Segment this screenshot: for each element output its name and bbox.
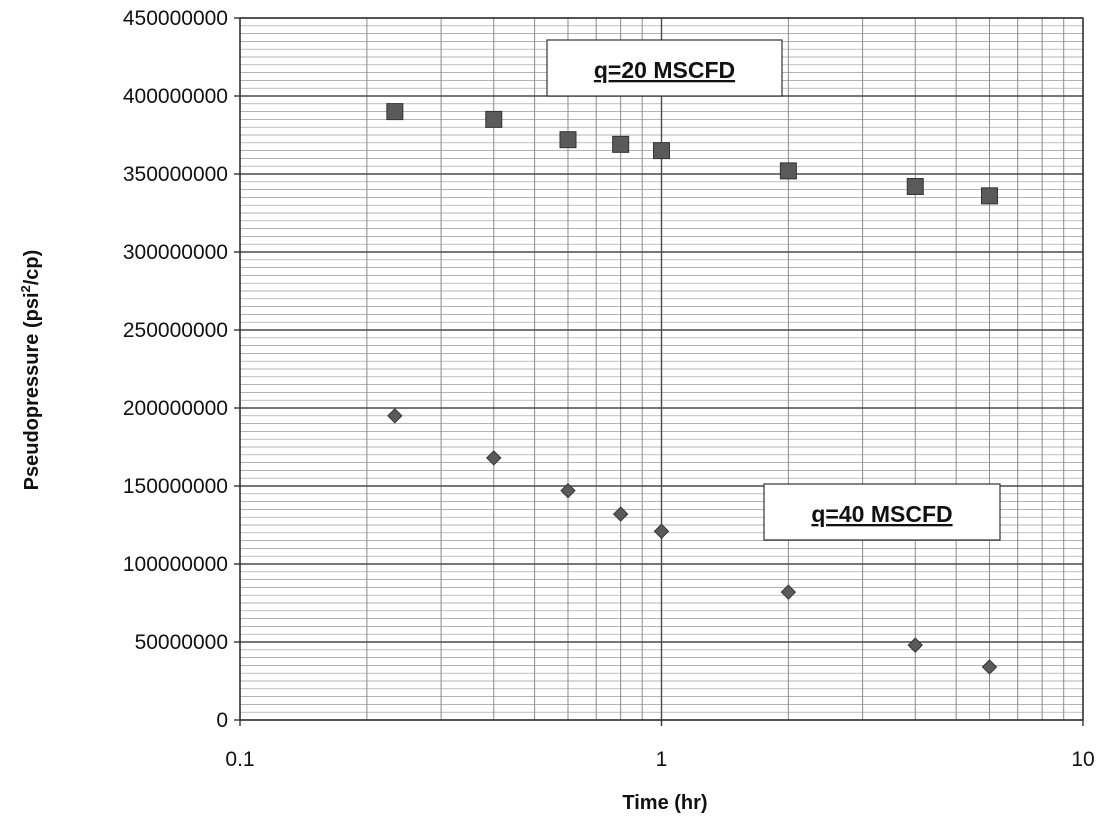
annotation-box [763,483,1001,541]
x-axis-title: Time (hr) [622,792,707,814]
data-point-q20 [485,110,503,128]
plot-frame [239,17,1084,721]
y-tick-label: 150000000 [123,475,228,498]
annotation-layer: q=20 MSCFD q=40 MSCFD [546,39,1001,541]
y-axis-title-main: Pseudopressure (psi [21,292,43,490]
data-point-q20 [779,162,797,180]
y-axis-title-superscript: 2 [18,285,33,292]
y-tick-label: 200000000 [123,397,228,420]
axes-layer: 0 50000000 100000000 150000000 200000000 2500… [123,7,1095,771]
data-point-q40 [907,637,923,653]
y-tick-label: 250000000 [123,319,228,342]
y-tick-label: 450000000 [123,7,228,30]
y-tick-label: 100000000 [123,553,228,576]
data-point-q20 [559,131,577,149]
annotation-label: q=20 MSCFD [594,57,735,83]
data-point-q20 [980,187,998,205]
x-tick-label: 10 [1071,748,1094,771]
data-point-q40 [653,523,670,539]
y-tick-label: 0 [216,709,228,732]
data-point-q40 [780,584,797,600]
data-point-q20 [653,142,670,160]
grid-layer [239,17,1084,721]
data-point-q40 [560,482,576,499]
x-tick-label: 1 [656,748,668,771]
y-tick-label: 350000000 [123,163,228,186]
data-point-q20 [906,177,924,195]
x-tick-label: 0.1 [225,748,254,771]
data-point-q40 [612,506,629,522]
y-tick-label: 300000000 [123,241,228,264]
data-point-q40 [981,659,998,675]
y-tick-label: 50000000 [135,631,228,654]
data-point-q20 [386,103,404,121]
annotation-box [546,39,783,97]
data-point-q40 [387,408,403,424]
data-point-q40 [486,450,502,466]
y-axis-title-tail: /cp) [21,250,43,286]
annotation-label: q=40 MSCFD [811,501,952,527]
data-point-q20 [612,135,630,153]
marks-layer [386,103,998,675]
y-tick-label: 400000000 [123,85,228,108]
y-axis-title: Pseudopressure (psi2/cp) [18,250,43,491]
